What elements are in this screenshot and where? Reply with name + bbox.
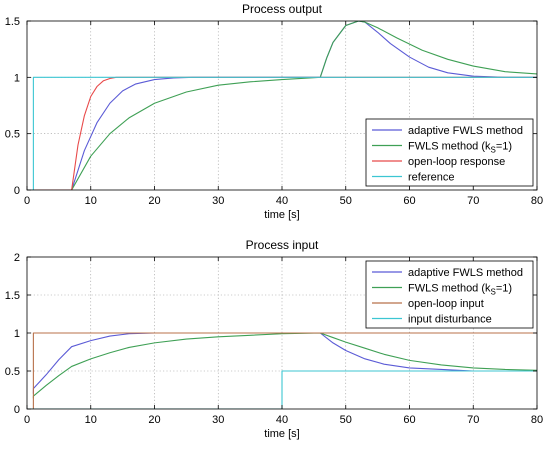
y-tick-label: 0 xyxy=(14,185,20,197)
x-tick-label: 10 xyxy=(85,414,97,426)
y-tick-label: 0.5 xyxy=(5,366,20,378)
x-tick-label: 80 xyxy=(531,414,543,426)
series-line-fwls-method-ks-1 xyxy=(32,332,537,399)
x-tick-label: 40 xyxy=(276,414,288,426)
y-tick-label: 1 xyxy=(14,72,20,84)
y-tick-label: 1.5 xyxy=(5,16,20,28)
series-group xyxy=(27,332,537,409)
x-tick-label: 70 xyxy=(467,414,479,426)
legend: adaptive FWLS method FWLS method (kS=1)op… xyxy=(365,118,534,187)
series-line-open-loop-input xyxy=(27,332,537,409)
x-tick-label: 20 xyxy=(148,414,160,426)
x-tick-label: 80 xyxy=(531,195,543,207)
chart-1: 0 10 20 30 40 50 60 70 80 0 0.5 1 1.5 Process output t… xyxy=(5,2,543,221)
y-tick-label: 0.5 xyxy=(5,129,20,141)
x-tick-label: 0 xyxy=(24,414,30,426)
x-axis-label: time [s] xyxy=(264,209,299,221)
x-tick-label: 60 xyxy=(403,414,415,426)
x-tick-label: 30 xyxy=(212,414,224,426)
legend-label: input disturbance xyxy=(408,314,492,326)
legend-label: FWLS method (kS=1) xyxy=(408,283,512,297)
x-tick-label: 50 xyxy=(340,414,352,426)
x-tick-label: 70 xyxy=(467,195,479,207)
x-tick-label: 50 xyxy=(340,195,352,207)
series-line-fwls-method-ks-1 xyxy=(27,21,537,190)
legend-label: adaptive FWLS method xyxy=(408,125,523,137)
x-axis-label: time [s] xyxy=(264,428,299,440)
chart-title: Process output xyxy=(242,2,323,16)
x-tick-label: 40 xyxy=(276,195,288,207)
legend-label: reference xyxy=(408,172,454,184)
series-line-reference xyxy=(27,76,537,190)
chart-2: 0 10 20 30 40 50 60 70 80 0 0.5 1 1.5 2 Process input t… xyxy=(5,238,543,440)
y-tick-label: 0 xyxy=(14,404,20,416)
x-tick-label: 10 xyxy=(85,195,97,207)
chart-title: Process input xyxy=(246,238,319,252)
legend-label: open-loop input xyxy=(408,298,484,310)
legend-item: FWLS method (kS=1) xyxy=(372,283,512,297)
legend-item: reference xyxy=(372,172,454,184)
legend-item: open-loop response xyxy=(372,156,505,168)
legend-item: open-loop input xyxy=(372,298,484,310)
x-tick-label: 60 xyxy=(403,195,415,207)
series-group xyxy=(27,21,537,190)
legend-label: FWLS method (kS=1) xyxy=(408,141,512,155)
y-tick-label: 2 xyxy=(14,252,20,264)
legend-item: adaptive FWLS method xyxy=(372,125,523,137)
legend: adaptive FWLS method FWLS method (kS=1)op… xyxy=(365,260,534,329)
legend-item: adaptive FWLS method xyxy=(372,267,523,279)
series-line-input-disturbance xyxy=(27,370,537,409)
x-tick-label: 30 xyxy=(212,195,224,207)
x-tick-label: 0 xyxy=(24,195,30,207)
y-tick-label: 1 xyxy=(14,328,20,340)
legend-label: adaptive FWLS method xyxy=(408,267,523,279)
x-tick-label: 20 xyxy=(148,195,160,207)
y-tick-label: 1.5 xyxy=(5,290,20,302)
legend-label: open-loop response xyxy=(408,156,505,168)
legend-item: FWLS method (kS=1) xyxy=(372,141,512,155)
legend-item: input disturbance xyxy=(372,314,492,326)
